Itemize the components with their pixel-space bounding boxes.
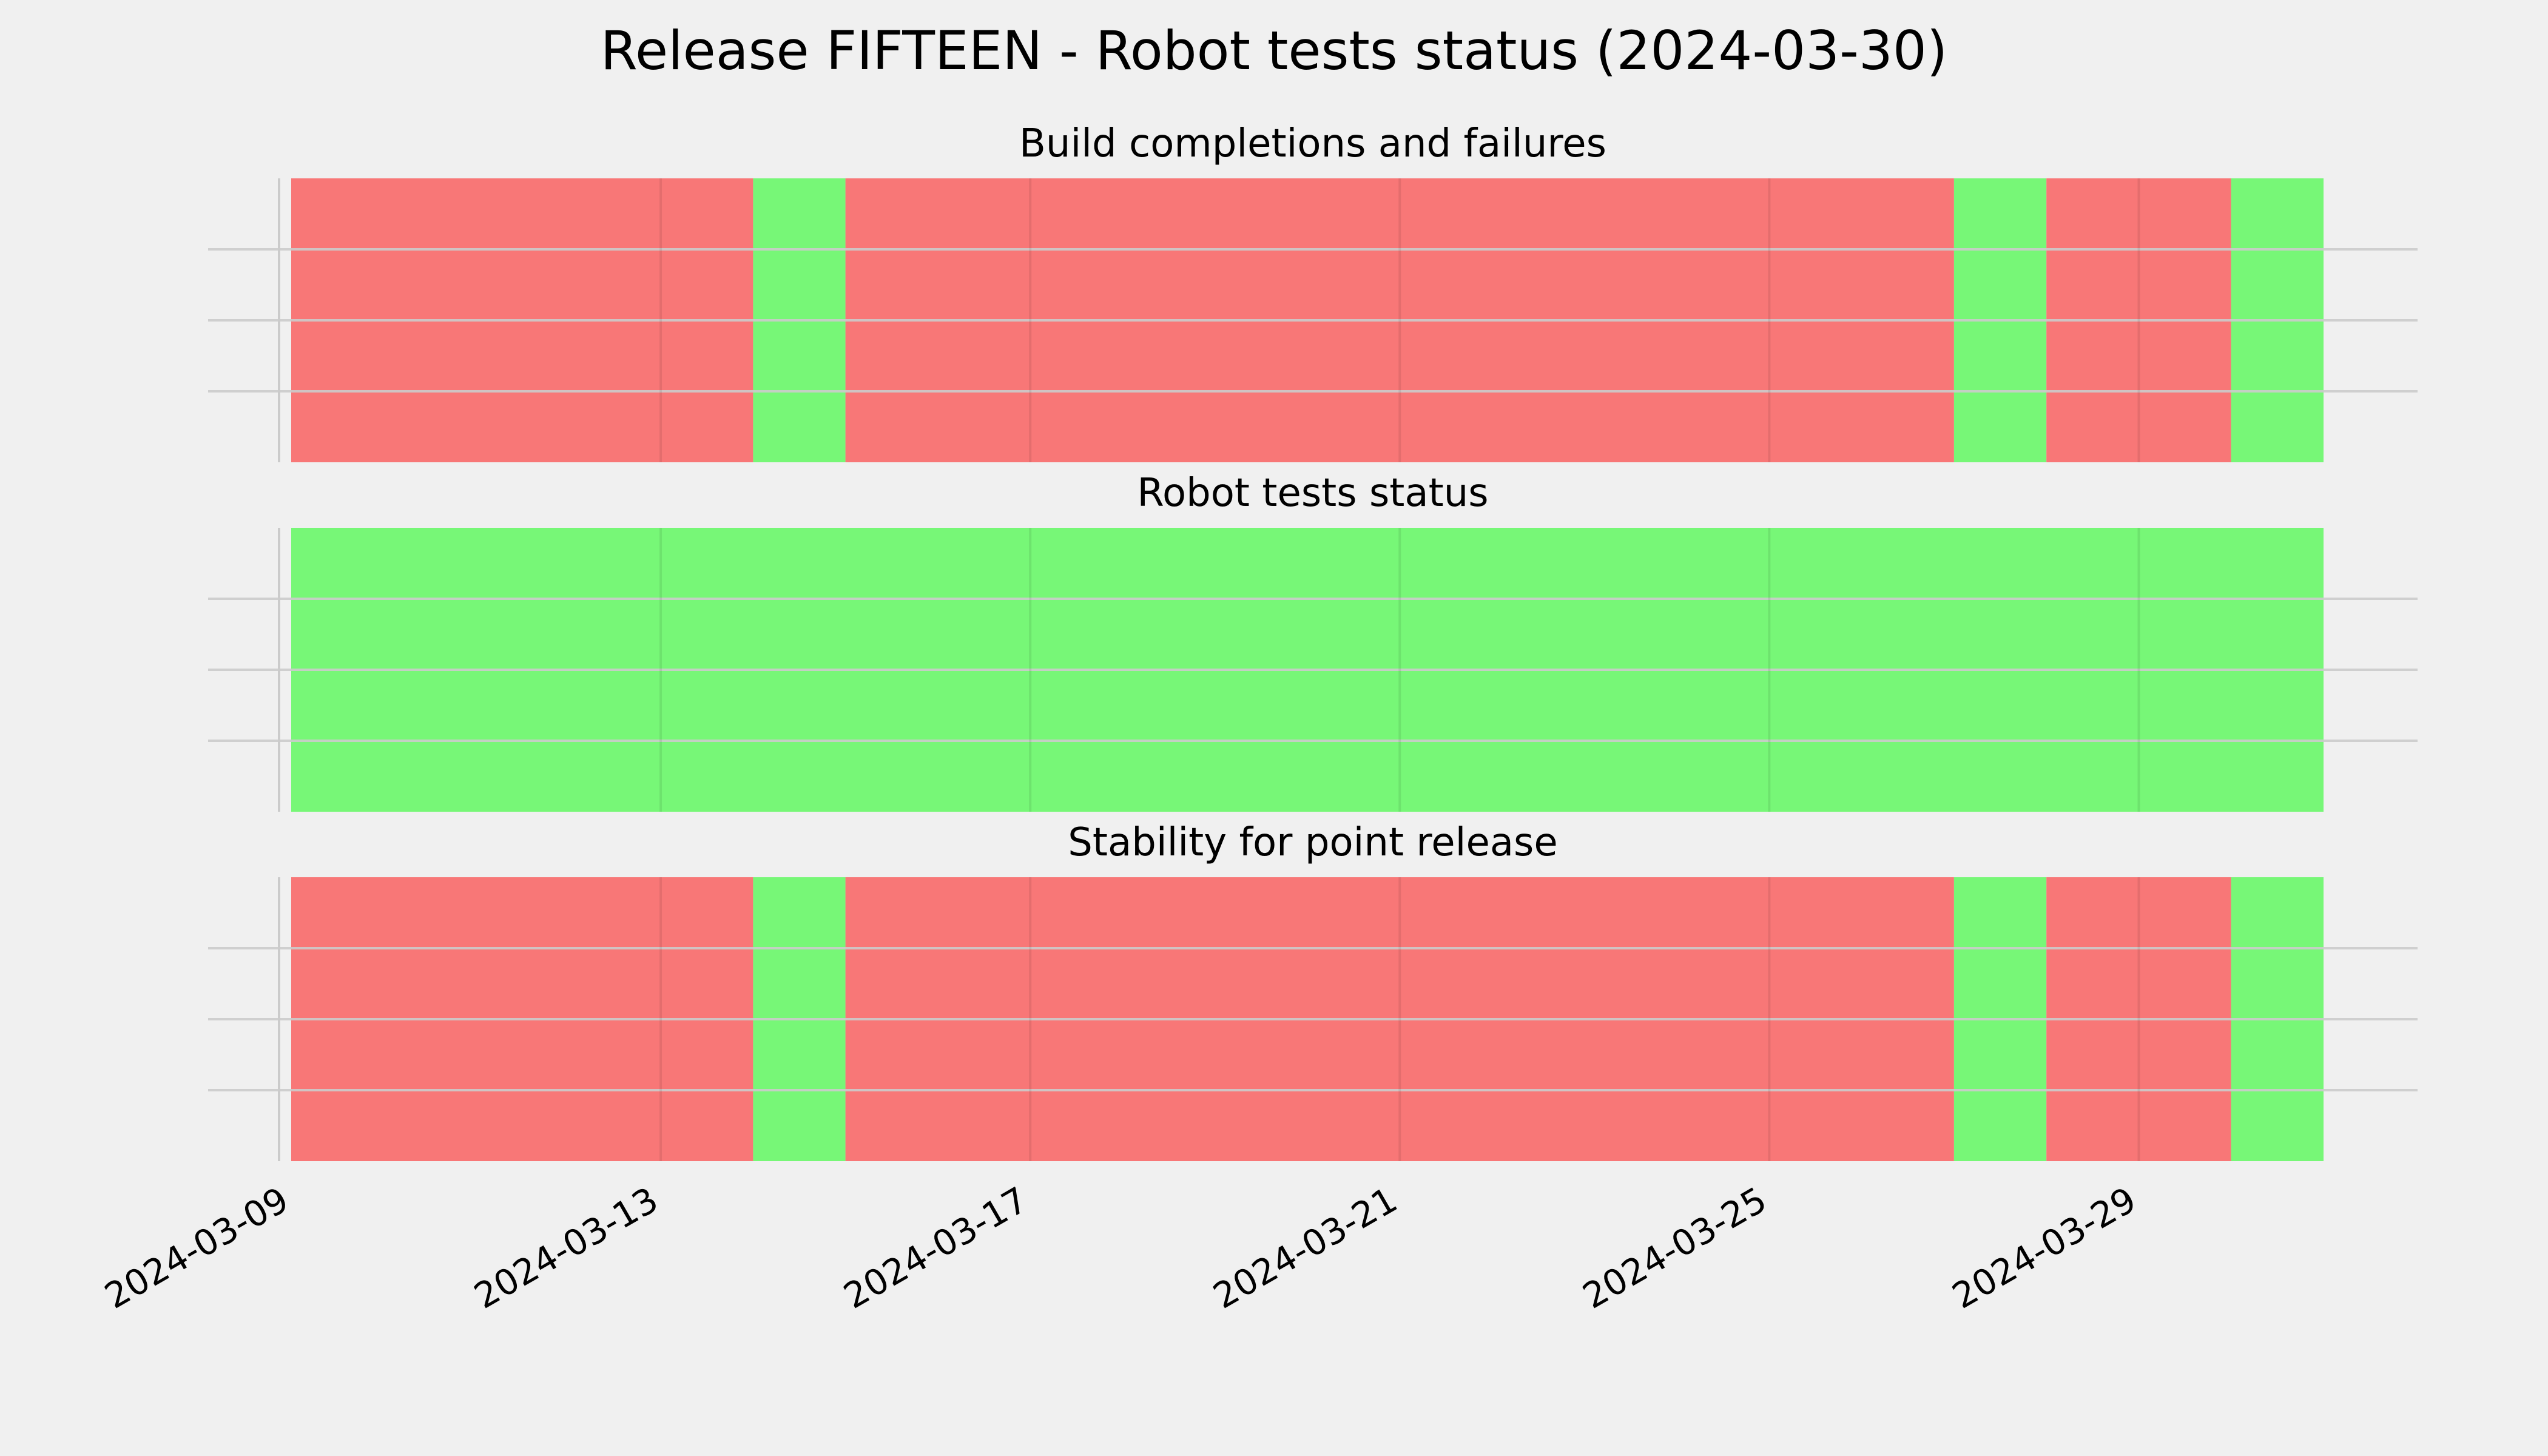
panel-stability-title: Stability for point release xyxy=(1068,820,1558,865)
panel-robot-tests-title: Robot tests status xyxy=(1137,471,1488,516)
panel-build-completions-grid xyxy=(208,178,2418,462)
panel-robot-tests: Robot tests status xyxy=(208,471,2418,812)
panel-stability: Stability for point release xyxy=(208,820,2418,1161)
panel-build-completions-title: Build completions and failures xyxy=(1019,121,1606,166)
panel-robot-tests-grid xyxy=(208,528,2418,812)
figure-title: Release FIFTEEN - Robot tests status (20… xyxy=(601,19,1947,82)
panel-build-completions: Build completions and failures xyxy=(208,121,2418,462)
panel-stability-grid xyxy=(208,877,2418,1161)
